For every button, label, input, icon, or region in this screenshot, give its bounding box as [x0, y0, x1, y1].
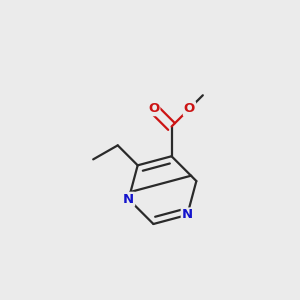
Text: N: N	[123, 193, 134, 206]
Text: N: N	[182, 208, 193, 221]
Text: O: O	[184, 102, 195, 115]
Text: O: O	[148, 102, 159, 115]
